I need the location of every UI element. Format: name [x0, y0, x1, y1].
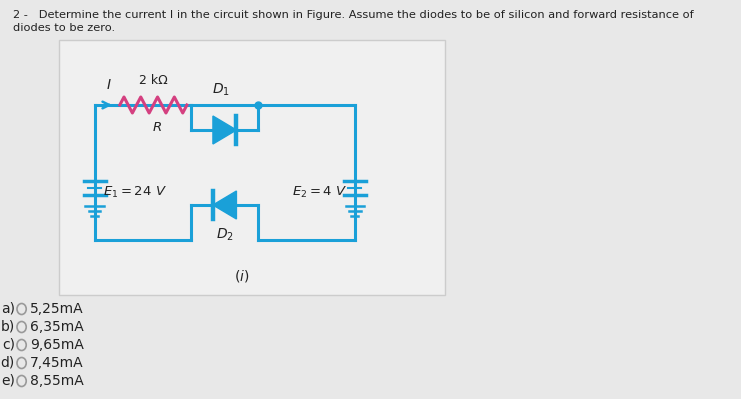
Text: $D_2$: $D_2$: [216, 227, 233, 243]
FancyBboxPatch shape: [59, 40, 445, 295]
Text: e): e): [1, 374, 15, 388]
Text: diodes to be zero.: diodes to be zero.: [13, 23, 116, 33]
Text: c): c): [2, 338, 15, 352]
Text: 6,35mA: 6,35mA: [30, 320, 84, 334]
Polygon shape: [213, 116, 236, 144]
Polygon shape: [213, 191, 236, 219]
Text: d): d): [1, 356, 15, 370]
Text: 7,45mA: 7,45mA: [30, 356, 84, 370]
Text: $E_1 = 24\ V$: $E_1 = 24\ V$: [103, 185, 167, 200]
Text: $D_1$: $D_1$: [211, 82, 230, 98]
Text: 2 kΩ: 2 kΩ: [139, 74, 167, 87]
Text: 8,55mA: 8,55mA: [30, 374, 84, 388]
Text: I: I: [107, 78, 110, 92]
Text: 2 -   Determine the current I in the circuit shown in Figure. Assume the diodes : 2 - Determine the current I in the circu…: [13, 10, 694, 20]
Text: 5,25mA: 5,25mA: [30, 302, 84, 316]
Text: a): a): [1, 302, 15, 316]
Text: b): b): [1, 320, 15, 334]
Text: $E_2 = 4\ V$: $E_2 = 4\ V$: [292, 185, 348, 200]
Text: $(i)$: $(i)$: [233, 268, 249, 284]
Text: R: R: [153, 121, 162, 134]
Text: 9,65mA: 9,65mA: [30, 338, 84, 352]
